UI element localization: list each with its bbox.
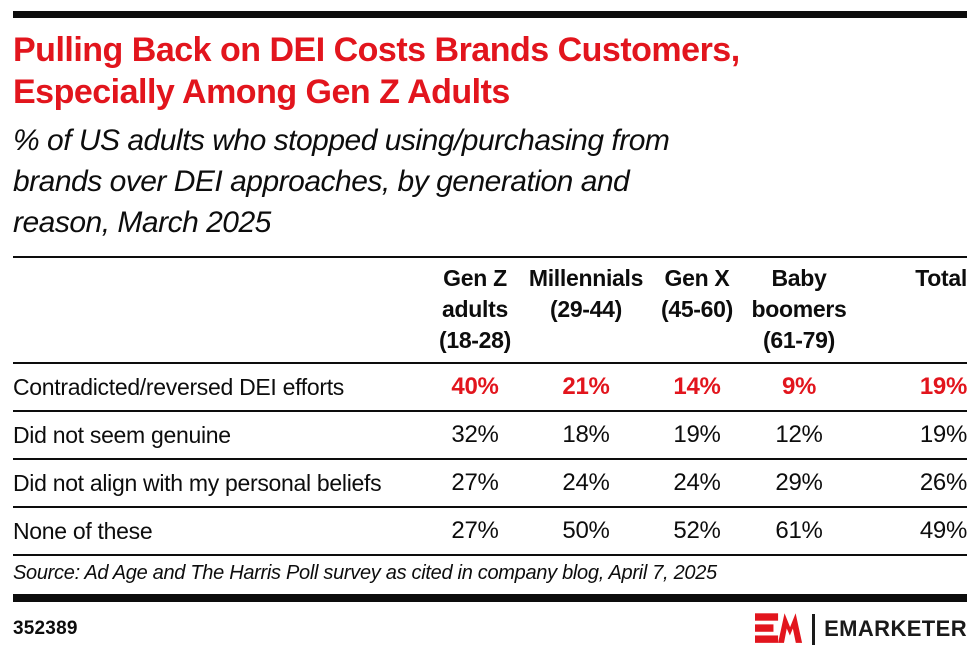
table-row-beliefs: Did not align with my personal beliefs 2…: [13, 459, 967, 507]
value-cell: 19%: [919, 421, 967, 448]
header-cell-millennials: Millennials (29-44): [528, 265, 644, 322]
row-label: Contradicted/reversed DEI efforts: [13, 373, 345, 400]
value-cell: 24%: [562, 469, 610, 496]
chart-title: Pulling Back on DEI Costs Brands Custome…: [13, 31, 740, 111]
header-cell-genx: Gen X (45-60): [660, 265, 734, 322]
value-cell: 24%: [673, 469, 721, 496]
table-row-contradicted: Contradicted/reversed DEI efforts 40% 21…: [13, 363, 967, 411]
value-cell: 19%: [673, 421, 721, 448]
value-cell: 52%: [673, 517, 721, 544]
value-cell: 21%: [562, 373, 610, 400]
value-cell: 9%: [781, 373, 817, 400]
chart-id: 352389: [13, 618, 78, 639]
row-label: None of these: [13, 517, 153, 544]
table-row-none: None of these 27% 50% 52% 61% 49%: [13, 507, 967, 555]
row-label: Did not align with my personal beliefs: [13, 469, 382, 496]
bottom-accent-bar: [13, 594, 967, 602]
footer: 352389 EMARKETER: [13, 611, 967, 646]
row-label: Did not seem genuine: [13, 421, 231, 448]
chart-subtitle: % of US adults who stopped using/purchas…: [13, 124, 670, 239]
logo-divider: [812, 613, 816, 645]
value-cell: 29%: [775, 469, 823, 496]
table-row-genuine: Did not seem genuine 32% 18% 19% 12% 19%: [13, 411, 967, 459]
value-cell: 27%: [451, 517, 499, 544]
header-cell-empty: [13, 257, 425, 363]
emarketer-logo: EMARKETER: [755, 612, 967, 646]
value-cell: 61%: [775, 517, 823, 544]
value-cell: 19%: [919, 373, 967, 400]
value-cell: 49%: [919, 517, 967, 544]
header-cell-genz: Gen Z adults (18-28): [438, 265, 512, 353]
header-cell-boomers: Baby boomers (61-79): [751, 265, 847, 353]
source-note: Source: Ad Age and The Harris Poll surve…: [13, 562, 717, 584]
table-header-row: Gen Z adults (18-28) Millennials (29-44)…: [13, 257, 967, 363]
value-cell: 27%: [451, 469, 499, 496]
value-cell: 32%: [451, 421, 499, 448]
value-cell: 18%: [562, 421, 610, 448]
value-cell: 40%: [451, 373, 499, 400]
value-cell: 50%: [562, 517, 610, 544]
value-cell: 12%: [775, 421, 823, 448]
emarketer-wordmark: EMARKETER: [824, 616, 967, 641]
header-cell-total: Total: [915, 265, 967, 291]
em-logo-icon: [755, 612, 803, 646]
top-accent-bar: [13, 11, 967, 18]
value-cell: 26%: [919, 469, 967, 496]
value-cell: 14%: [673, 373, 721, 400]
data-table: Gen Z adults (18-28) Millennials (29-44)…: [13, 256, 967, 556]
